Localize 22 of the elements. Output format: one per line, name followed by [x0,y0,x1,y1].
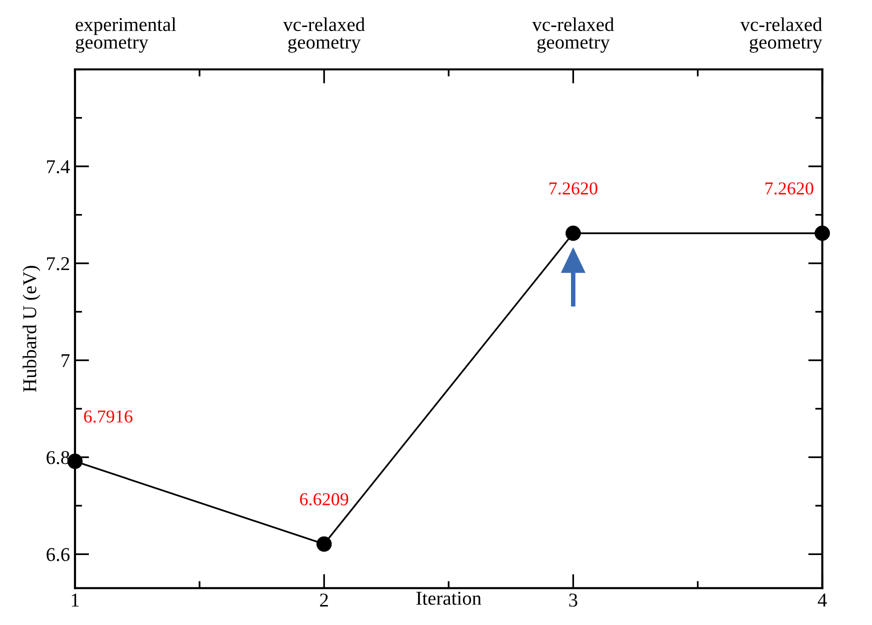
text: vc-relaxed geometry [283,17,365,53]
text: experimental geometry [76,17,176,53]
y-tick-label: 6.6 [46,548,70,562]
y-tick-label: 7.2 [47,257,70,270]
y-tick-label: 7.4 [47,160,70,174]
point [814,226,830,241]
x-tick-label: 3 [569,594,578,607]
data-label: 7.2620 [550,182,598,195]
data-label: 7.2620 [766,182,814,195]
text: vc-relaxed geometry [740,17,822,53]
y-tick-label: 7 [62,354,70,368]
x-tick-label: 1 [72,594,79,606]
point [566,226,581,241]
point [67,454,83,469]
x-tick-label: 4 [818,594,827,606]
y-axis-title: Hubbard U (eV) [22,266,40,392]
x-axis-title: Iteration [416,592,482,605]
point [316,536,332,552]
data-label: 6.6209 [300,493,348,506]
x-tick-label: 2 [320,594,328,606]
text: vc-relaxed geometry [532,17,614,53]
data-label: 6.7916 [84,410,132,423]
